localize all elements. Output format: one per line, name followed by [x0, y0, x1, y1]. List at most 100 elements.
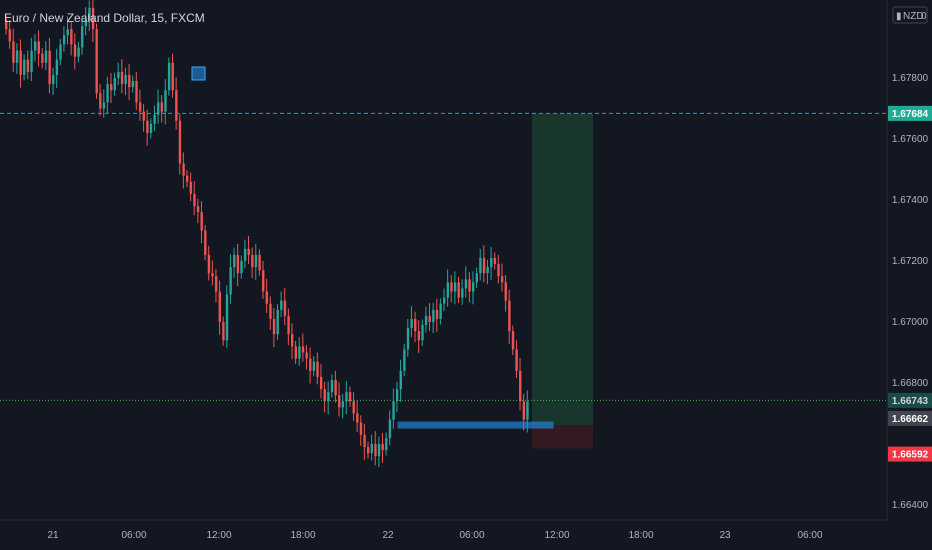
- candle-body: [526, 401, 529, 420]
- candle-body: [254, 254, 258, 268]
- x-tick-label: 06:00: [797, 530, 822, 541]
- svg-text:1.66592: 1.66592: [892, 450, 929, 461]
- candle-body: [356, 413, 359, 423]
- candle-body: [95, 29, 98, 94]
- candle-body: [77, 47, 80, 57]
- candle-body: [395, 389, 399, 402]
- candle-body: [497, 264, 500, 277]
- candle-body: [309, 358, 312, 371]
- chart-title: Euro / New Zealand Dollar, 15, FXCM: [4, 11, 205, 25]
- y-tick-label: 1.67000: [892, 317, 929, 328]
- lock-icon: ▮: [896, 11, 902, 22]
- entry-line[interactable]: [397, 421, 554, 429]
- candle-body: [435, 309, 439, 319]
- y-axis-ticks: 1.67800 1.67600 1.67400 1.67200 1.67000 1.668…: [892, 73, 929, 511]
- candle-body: [52, 74, 55, 85]
- candle-body: [70, 29, 73, 45]
- candle-body: [312, 361, 316, 371]
- stop-zone[interactable]: [532, 425, 593, 449]
- y-tick-label: 1.67800: [892, 73, 929, 84]
- candle-body: [222, 322, 225, 341]
- candle-body: [464, 279, 468, 289]
- y-tick-label: 1.66400: [892, 500, 929, 511]
- candle-body: [153, 114, 156, 124]
- candle-body: [352, 401, 355, 414]
- candle-body: [178, 120, 182, 164]
- candle-body: [461, 288, 464, 298]
- candle-body: [175, 90, 178, 121]
- price-tag-current: 1.66743: [888, 392, 932, 408]
- candle-body: [290, 334, 294, 347]
- candle-body: [81, 26, 84, 48]
- candle-body: [519, 370, 522, 402]
- candle-body: [128, 74, 131, 88]
- candle-body: [211, 273, 214, 277]
- candle-body: [99, 93, 102, 109]
- currency-selector[interactable]: NZD 0 ▮: [892, 6, 928, 24]
- candle-body: [19, 50, 22, 75]
- candle-body: [157, 102, 160, 115]
- candle-body: [457, 282, 460, 298]
- y-tick-label: 1.67200: [892, 256, 929, 267]
- candle-body: [468, 279, 471, 292]
- candle-body: [493, 257, 497, 265]
- candle-body: [171, 62, 174, 91]
- candle-body: [106, 84, 109, 103]
- candle-body: [348, 392, 352, 402]
- candle-body: [160, 102, 164, 112]
- candle-body: [102, 102, 106, 109]
- candle-body: [482, 257, 486, 274]
- candle-body: [475, 273, 478, 283]
- candle-body: [12, 41, 15, 63]
- candle-body: [522, 401, 526, 420]
- x-axis-ticks: 21 06:00 12:00 18:00 22 06:00 12:00 18:00 23 06:0…: [47, 530, 823, 541]
- candle-body: [276, 309, 279, 335]
- candle-body: [88, 7, 91, 21]
- price-tag-target: 1.67684: [888, 105, 932, 121]
- candle-body: [236, 254, 240, 274]
- candle-body: [91, 7, 95, 30]
- candle-body: [109, 84, 113, 91]
- x-tick-label: 18:00: [628, 530, 653, 541]
- candle-body: [424, 315, 428, 326]
- candle-body: [66, 29, 69, 36]
- candle-body: [218, 291, 221, 322]
- candle-body: [479, 257, 482, 274]
- candles: [5, 0, 529, 468]
- candle-body: [189, 181, 193, 194]
- candle-body: [334, 379, 337, 396]
- candle-body: [341, 401, 345, 408]
- candle-body: [182, 163, 185, 176]
- y-tick-label: 1.66800: [892, 378, 929, 389]
- candle-body: [406, 328, 410, 350]
- candle-body: [443, 297, 446, 304]
- candle-body: [146, 120, 149, 133]
- y-tick-label: 1.67400: [892, 195, 929, 206]
- candle-body: [41, 53, 44, 63]
- marker-square[interactable]: [191, 66, 206, 81]
- candle-body: [283, 300, 287, 316]
- candle-body: [33, 41, 37, 51]
- candle-body: [247, 248, 250, 255]
- candle-body: [233, 254, 236, 268]
- price-tag-entry: 1.66662: [888, 410, 932, 426]
- currency-label: NZD: [903, 11, 924, 22]
- svg-text:1.66743: 1.66743: [892, 396, 929, 407]
- candle-body: [44, 50, 48, 63]
- candle-body: [453, 282, 457, 292]
- candle-body: [142, 111, 145, 121]
- candle-body: [120, 71, 124, 85]
- candle-body: [500, 276, 504, 283]
- candle-body: [490, 257, 493, 268]
- x-tick-label: 06:00: [459, 530, 484, 541]
- candle-body: [62, 35, 66, 45]
- candle-body: [30, 50, 33, 72]
- target-zone[interactable]: [532, 113, 593, 426]
- candle-body: [323, 389, 326, 402]
- candle-body: [439, 303, 442, 319]
- candle-body: [225, 294, 229, 341]
- candle-body: [388, 419, 392, 438]
- candle-body: [200, 212, 203, 231]
- currency-suffix: 0: [921, 11, 927, 22]
